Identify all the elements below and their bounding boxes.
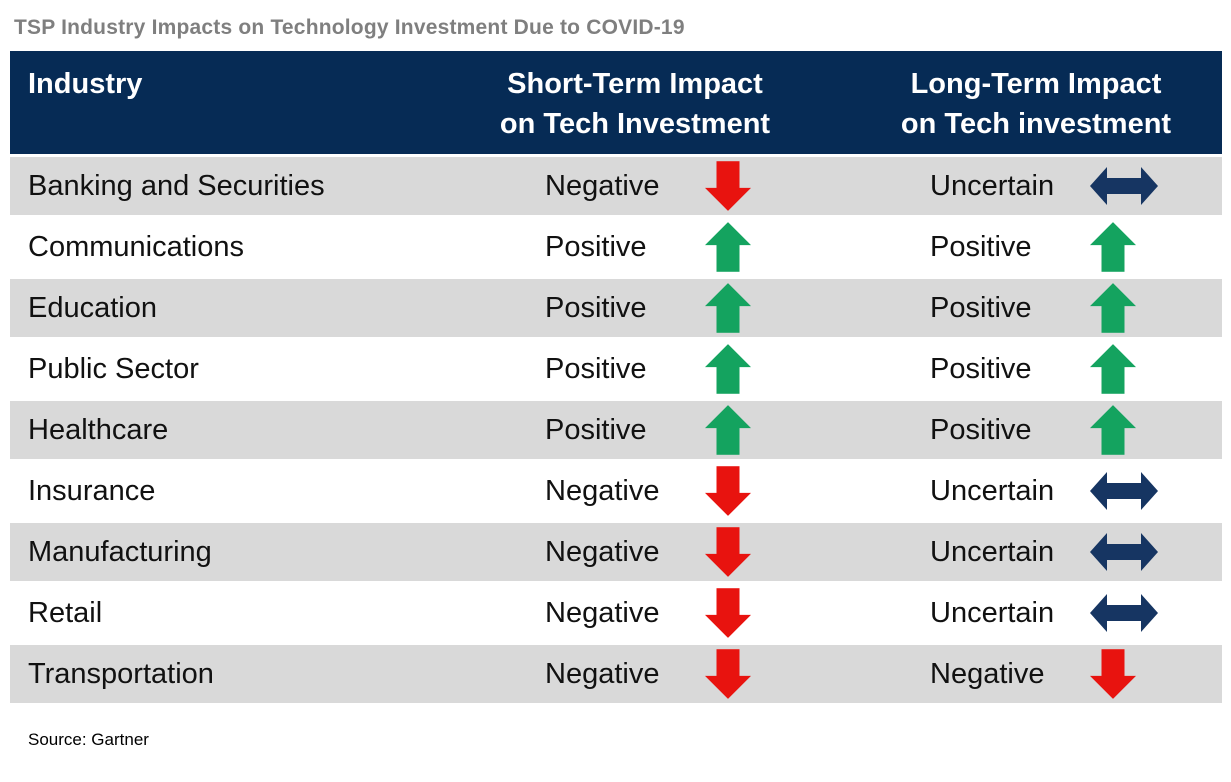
down-arrow-icon bbox=[705, 588, 751, 638]
short-term-impact-cell: Positive bbox=[545, 343, 930, 395]
impact-label: Negative bbox=[930, 657, 1045, 690]
impact-arrow-box bbox=[705, 160, 773, 212]
long-term-impact-cell: Positive bbox=[930, 282, 1222, 334]
long-term-impact-cell: Negative bbox=[930, 648, 1222, 700]
long-term-impact-cell: Uncertain bbox=[930, 587, 1222, 639]
impact-arrow-box bbox=[705, 343, 773, 395]
impact-arrow-box bbox=[1090, 587, 1158, 639]
column-header-industry: Industry bbox=[28, 68, 143, 100]
impact-label: Uncertain bbox=[930, 169, 1055, 202]
long-term-impact-cell: Uncertain bbox=[930, 160, 1222, 212]
impact-arrow-box bbox=[1090, 221, 1158, 273]
impact-arrow-box bbox=[705, 526, 773, 578]
impact-label: Negative bbox=[545, 474, 660, 507]
up-arrow-icon bbox=[705, 283, 751, 333]
long-term-impact-cell: Positive bbox=[930, 404, 1222, 456]
short-term-impact-cell: Positive bbox=[545, 221, 930, 273]
impact-label: Uncertain bbox=[930, 535, 1055, 568]
short-term-impact-cell: Negative bbox=[545, 587, 930, 639]
industry-cell: Communications bbox=[28, 230, 244, 263]
impact-arrow-box bbox=[705, 587, 773, 639]
down-arrow-icon bbox=[705, 649, 751, 699]
table-row: Education Positive Positive bbox=[10, 279, 1222, 337]
impact-label: Positive bbox=[930, 352, 1032, 385]
impact-label: Uncertain bbox=[930, 596, 1055, 629]
long-term-impact-cell: Uncertain bbox=[930, 465, 1222, 517]
impact-arrow-box bbox=[1090, 648, 1158, 700]
industry-cell: Education bbox=[28, 291, 157, 324]
up-arrow-icon bbox=[1090, 344, 1136, 394]
industry-cell: Banking and Securities bbox=[28, 169, 325, 202]
down-arrow-icon bbox=[705, 466, 751, 516]
industry-cell: Insurance bbox=[28, 474, 156, 507]
impact-label: Positive bbox=[930, 413, 1032, 446]
left-right-arrow-icon bbox=[1090, 167, 1158, 205]
industry-cell: Manufacturing bbox=[28, 535, 212, 568]
short-term-impact-cell: Negative bbox=[545, 160, 930, 212]
table-row: Public Sector Positive Positive bbox=[10, 340, 1222, 398]
impact-arrow-box bbox=[1090, 465, 1158, 517]
impact-label: Positive bbox=[545, 291, 647, 324]
table-row: Insurance Negative Uncertain bbox=[10, 462, 1222, 520]
page-title: TSP Industry Impacts on Technology Inves… bbox=[14, 16, 685, 39]
short-term-impact-cell: Negative bbox=[545, 526, 930, 578]
impact-arrow-box bbox=[1090, 160, 1158, 212]
long-term-impact-cell: Uncertain bbox=[930, 526, 1222, 578]
column-header-short-term: Short-Term Impact on Tech Investment bbox=[499, 68, 771, 141]
table-row: Banking and Securities Negative Uncertai… bbox=[10, 157, 1222, 215]
table-body: Banking and Securities Negative Uncertai… bbox=[10, 157, 1222, 703]
left-right-arrow-icon bbox=[1090, 472, 1158, 510]
impact-label: Negative bbox=[545, 169, 660, 202]
left-right-arrow-icon bbox=[1090, 594, 1158, 632]
up-arrow-icon bbox=[705, 344, 751, 394]
impact-label: Uncertain bbox=[930, 474, 1055, 507]
impact-label: Positive bbox=[930, 291, 1032, 324]
impact-table: Industry Short-Term Impact on Tech Inves… bbox=[10, 51, 1222, 703]
source-note: Source: Gartner bbox=[28, 730, 149, 749]
table-row: Healthcare Positive Positive bbox=[10, 401, 1222, 459]
table-header-row: Industry Short-Term Impact on Tech Inves… bbox=[10, 51, 1222, 154]
short-term-impact-cell: Negative bbox=[545, 648, 930, 700]
column-header-long-term: Long-Term Impact on Tech investment bbox=[900, 68, 1172, 141]
industry-cell: Transportation bbox=[28, 657, 214, 690]
industry-cell: Retail bbox=[28, 596, 103, 629]
up-arrow-icon bbox=[1090, 405, 1136, 455]
impact-label: Positive bbox=[545, 413, 647, 446]
impact-label: Positive bbox=[545, 352, 647, 385]
impact-arrow-box bbox=[1090, 343, 1158, 395]
up-arrow-icon bbox=[1090, 283, 1136, 333]
long-term-impact-cell: Positive bbox=[930, 221, 1222, 273]
impact-arrow-box bbox=[705, 648, 773, 700]
short-term-impact-cell: Positive bbox=[545, 404, 930, 456]
industry-cell: Healthcare bbox=[28, 413, 169, 446]
down-arrow-icon bbox=[1090, 649, 1136, 699]
impact-arrow-box bbox=[1090, 526, 1158, 578]
up-arrow-icon bbox=[705, 405, 751, 455]
impact-arrow-box bbox=[705, 282, 773, 334]
impact-label: Negative bbox=[545, 535, 660, 568]
impact-arrow-box bbox=[1090, 404, 1158, 456]
infographic-canvas: TSP Industry Impacts on Technology Inves… bbox=[10, 16, 1222, 749]
impact-label: Negative bbox=[545, 596, 660, 629]
table-row: Retail Negative Uncertain bbox=[10, 584, 1222, 642]
impact-arrow-box bbox=[1090, 282, 1158, 334]
table-row: Transportation Negative Negative bbox=[10, 645, 1222, 703]
short-term-impact-cell: Positive bbox=[545, 282, 930, 334]
long-term-impact-cell: Positive bbox=[930, 343, 1222, 395]
table-row: Manufacturing Negative Uncertain bbox=[10, 523, 1222, 581]
impact-arrow-box bbox=[705, 404, 773, 456]
down-arrow-icon bbox=[705, 161, 751, 211]
impact-label: Positive bbox=[545, 230, 647, 263]
table-row: Communications Positive Positive bbox=[10, 218, 1222, 276]
impact-label: Negative bbox=[545, 657, 660, 690]
short-term-impact-cell: Negative bbox=[545, 465, 930, 517]
down-arrow-icon bbox=[705, 527, 751, 577]
impact-arrow-box bbox=[705, 465, 773, 517]
up-arrow-icon bbox=[705, 222, 751, 272]
up-arrow-icon bbox=[1090, 222, 1136, 272]
impact-arrow-box bbox=[705, 221, 773, 273]
industry-cell: Public Sector bbox=[28, 352, 199, 385]
left-right-arrow-icon bbox=[1090, 533, 1158, 571]
impact-label: Positive bbox=[930, 230, 1032, 263]
